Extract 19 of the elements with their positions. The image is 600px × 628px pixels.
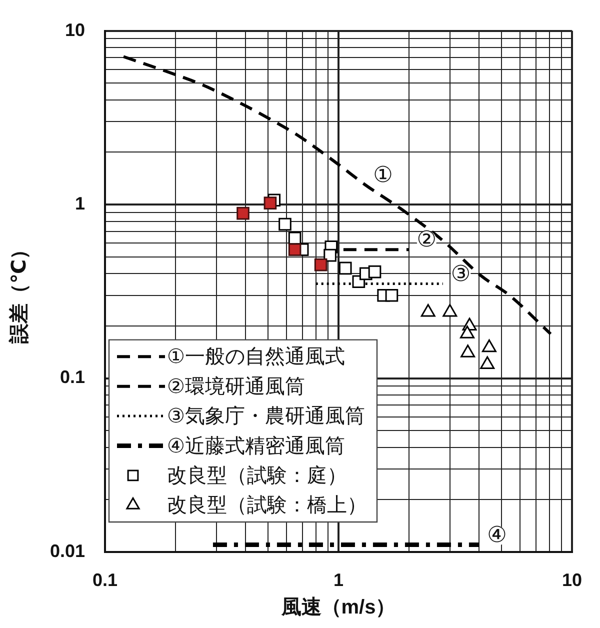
- y-tick-label: 10: [64, 20, 85, 40]
- legend-label: ④近藤式精密通風筒: [167, 435, 345, 458]
- y-tick-label: 0.1: [60, 367, 85, 388]
- legend-label: ①一般の自然通風式: [167, 346, 345, 368]
- legend-label: 改良型（試験：橋上）: [167, 494, 367, 517]
- x-axis-title: 風速（m/s）: [280, 596, 396, 619]
- annotation: ④: [487, 522, 507, 547]
- annotation: ①: [373, 162, 393, 187]
- x-tick-label: 1: [333, 570, 344, 590]
- annotation: ②: [416, 226, 437, 252]
- legend-label: ②環境研通風筒: [167, 376, 305, 398]
- annotation: ③: [450, 260, 471, 286]
- x-tick-label: 0.1: [92, 570, 118, 590]
- legend-label: ③気象庁・農研通風筒: [167, 406, 365, 428]
- y-tick-label: 0.01: [50, 540, 85, 561]
- y-tick-label: 1: [74, 194, 85, 214]
- legend-label: 改良型（試験：庭）: [167, 464, 347, 487]
- y-axis-title: 誤差（℃）: [8, 239, 31, 345]
- x-tick-label: 10: [562, 570, 582, 590]
